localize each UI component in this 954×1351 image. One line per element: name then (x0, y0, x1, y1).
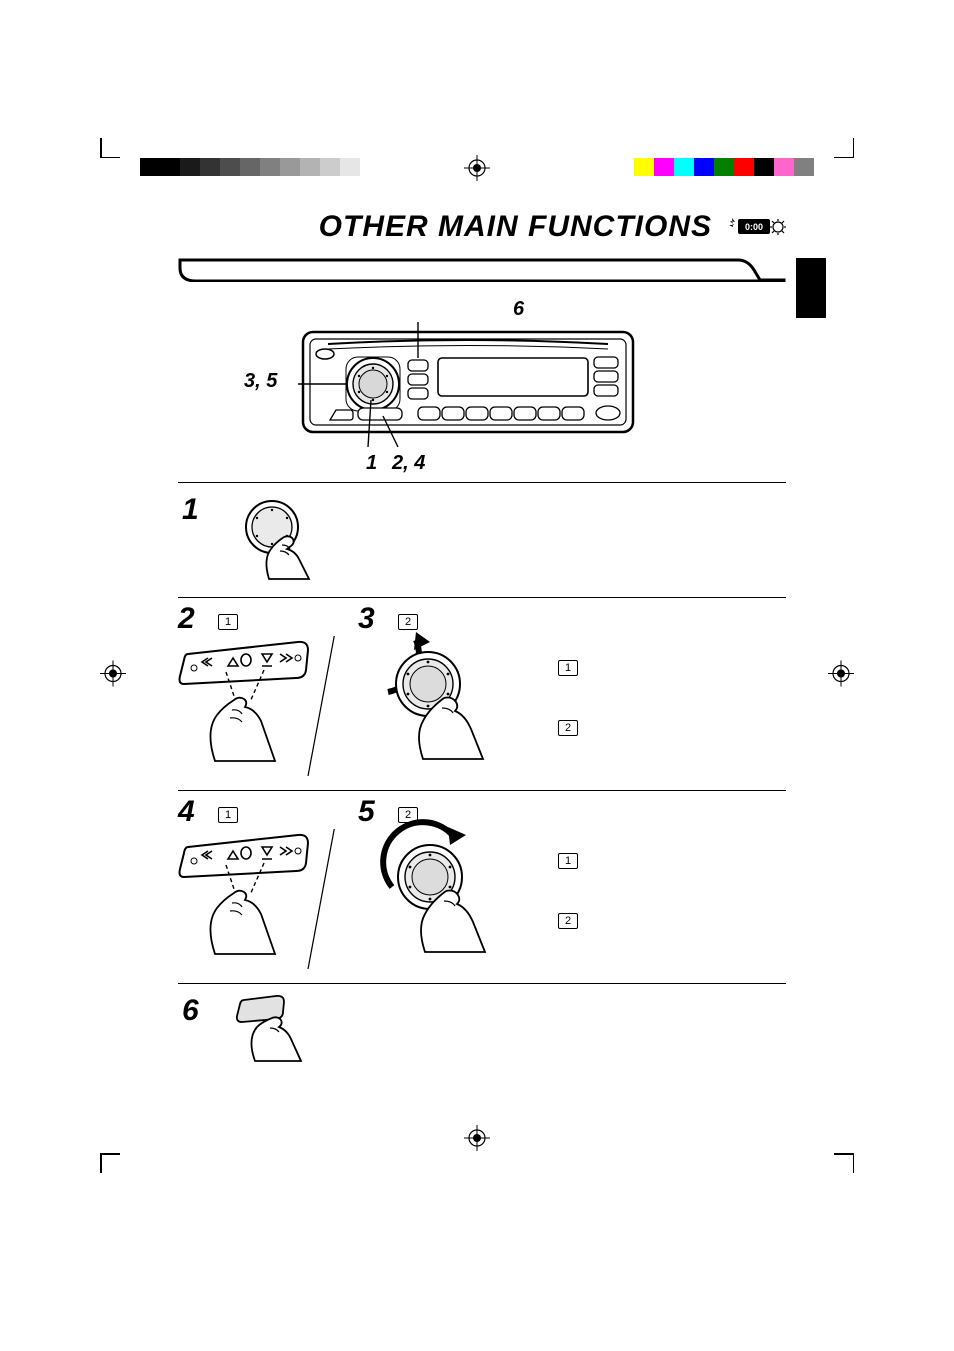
step-number: 3 (358, 602, 375, 636)
substep-badge: 1 (218, 807, 238, 823)
crop-mark (100, 1153, 140, 1193)
substep-badge: 1 (558, 853, 578, 869)
callout-label: 6 (513, 298, 524, 321)
content-area: 6 3, 5 1 2, 4 (178, 258, 786, 1078)
substep-badge: 2 (398, 614, 418, 630)
callout-label: 1 (366, 452, 377, 475)
calibration-end-swatch (794, 158, 814, 176)
step-number: 5 (358, 795, 375, 829)
crop-mark (814, 118, 854, 158)
substep-badge: 1 (218, 614, 238, 630)
crop-mark (814, 1153, 854, 1193)
page-title-row: OTHER MAIN FUNCTIONS 0:00 (319, 210, 786, 244)
rotate-knob-ccw-icon (370, 815, 530, 955)
registration-mark-icon (464, 155, 490, 186)
registration-mark-icon (100, 660, 126, 691)
grayscale-calibration-bar (140, 158, 380, 176)
press-arrow-buttons-icon (178, 636, 348, 776)
car-stereo-icon (298, 322, 638, 452)
substep-badge: 1 (558, 660, 578, 676)
press-small-button-icon (232, 994, 312, 1064)
registration-mark-icon (464, 1125, 490, 1156)
stereo-overview-diagram: 6 3, 5 1 2, 4 (178, 292, 786, 482)
step-row: 1 (178, 482, 786, 597)
page-title: OTHER MAIN FUNCTIONS (319, 210, 712, 244)
step-number: 4 (178, 795, 195, 829)
clock-badge-icon: 0:00 (726, 216, 786, 238)
color-calibration-bar (634, 158, 794, 176)
manual-page: OTHER MAIN FUNCTIONS 0:00 6 3, 5 1 (0, 0, 954, 1351)
step-number: 1 (178, 493, 232, 583)
crop-mark (100, 118, 140, 158)
thumb-tab (796, 258, 826, 318)
step-number: 2 (178, 602, 195, 636)
step-row: 4 1 (178, 790, 786, 983)
svg-text:0:00: 0:00 (745, 222, 763, 232)
callout-label: 2, 4 (392, 452, 425, 475)
step-number: 6 (178, 994, 232, 1064)
step-row: 2 1 (178, 597, 786, 790)
section-tab-frame (178, 258, 786, 282)
rotate-knob-icon (370, 622, 530, 762)
press-arrow-buttons-icon (178, 829, 348, 969)
substep-badge: 2 (558, 720, 578, 736)
substep-badge: 2 (398, 807, 418, 823)
press-knob-icon (232, 493, 322, 583)
steps-list: 1 2 (178, 482, 786, 1078)
registration-mark-icon (828, 660, 854, 691)
step-row: 6 (178, 983, 786, 1078)
substep-badge: 2 (558, 913, 578, 929)
callout-label: 3, 5 (244, 370, 277, 393)
